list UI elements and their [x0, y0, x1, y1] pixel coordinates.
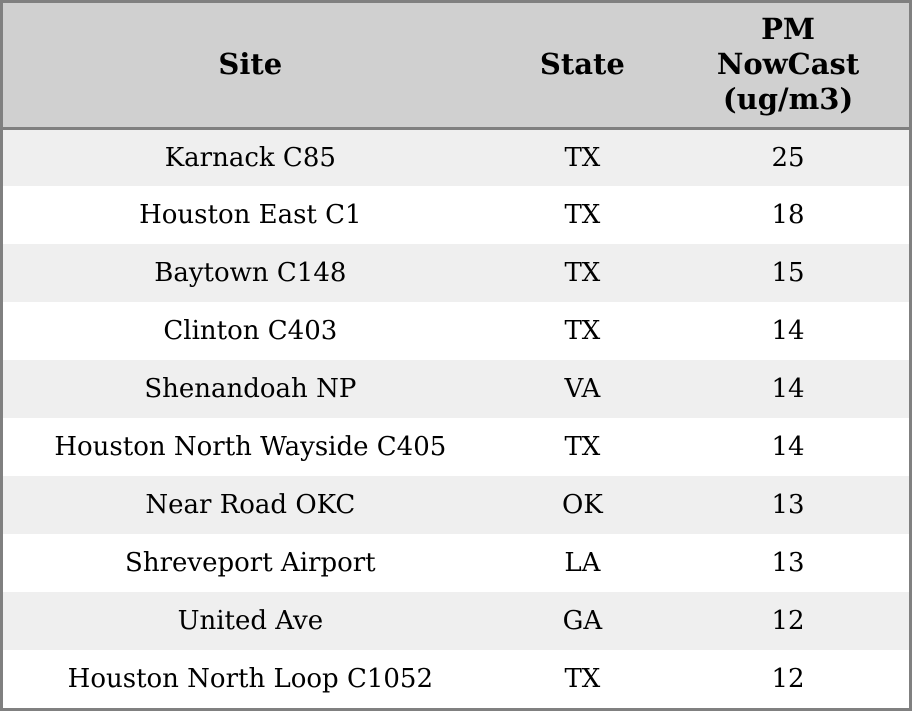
state-cell: TX — [564, 200, 601, 230]
state-cell: TX — [564, 142, 601, 173]
pm-nowcast-cell: 25 — [771, 142, 805, 173]
pm-nowcast-cell: 14 — [771, 432, 805, 462]
pm-nowcast-cell: 15 — [771, 258, 805, 288]
pm-nowcast-cell: 14 — [771, 316, 805, 346]
col-header-state: State — [497, 3, 668, 130]
table-row: Houston North Loop C1052 TX 12 — [3, 650, 909, 708]
site-cell: Clinton C403 — [163, 316, 338, 346]
table-row: Baytown C148 TX 15 — [3, 244, 909, 302]
site-cell: Baytown C148 — [154, 258, 347, 288]
col-header-pm-nowcast: PM NowCast (ug/m3) — [667, 3, 909, 130]
table-row: Shreveport Airport LA 13 — [3, 534, 909, 592]
site-cell: Houston North Loop C1052 — [67, 664, 434, 694]
site-cell: United Ave — [177, 606, 324, 636]
table-row: Houston East C1 TX 18 — [3, 186, 909, 244]
pm-nowcast-cell: 12 — [771, 606, 805, 636]
pm-nowcast-cell: 13 — [771, 490, 805, 520]
state-cell: GA — [562, 606, 603, 636]
col-header-site: Site — [3, 3, 498, 130]
pm-nowcast-cell: 14 — [771, 374, 805, 404]
site-cell: Shreveport Airport — [125, 548, 376, 578]
site-cell: Shenandoah NP — [144, 374, 357, 404]
state-cell: LA — [564, 548, 601, 578]
table-header-row: Site State PM NowCast (ug/m3) — [3, 3, 909, 130]
site-cell: Near Road OKC — [145, 490, 356, 520]
table-row: Shenandoah NP VA 14 — [3, 360, 909, 418]
pm-nowcast-cell: 18 — [771, 200, 805, 230]
state-cell: VA — [564, 374, 601, 404]
table-row: United Ave GA 12 — [3, 592, 909, 650]
data-table: Site State PM NowCast (ug/m3) Karnack C8… — [3, 3, 909, 708]
site-cell: Houston North Wayside C405 — [54, 432, 447, 462]
site-cell: Houston East C1 — [139, 200, 362, 230]
state-cell: OK — [562, 490, 603, 520]
table-row: Karnack C85 TX 25 — [3, 128, 909, 186]
state-cell: TX — [564, 432, 601, 462]
table-row: Clinton C403 TX 14 — [3, 302, 909, 360]
pm-nowcast-cell: 12 — [771, 664, 805, 694]
pm-nowcast-cell: 13 — [771, 548, 805, 578]
table-body: Karnack C85 TX 25 Houston East C1 TX 18 Baytow… — [3, 128, 909, 708]
table-row: Houston North Wayside C405 TX 14 — [3, 418, 909, 476]
table-row: Near Road OKC OK 13 — [3, 476, 909, 534]
state-cell: TX — [564, 316, 601, 346]
state-cell: TX — [564, 664, 601, 694]
state-cell: TX — [564, 258, 601, 288]
site-cell: Karnack C85 — [164, 142, 336, 173]
